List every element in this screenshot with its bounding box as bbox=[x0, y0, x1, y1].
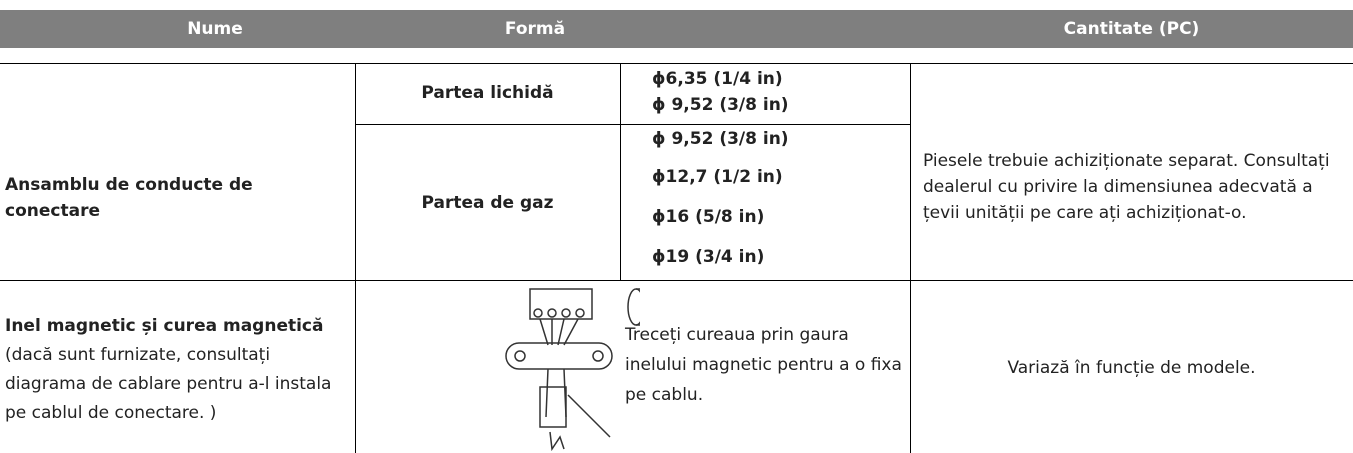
row-note: (dacă sunt furnizate, consultați diagram… bbox=[5, 345, 332, 423]
sub-label: Partea lichidă bbox=[421, 83, 554, 103]
size: ϕ19 (3/4 in) bbox=[652, 247, 765, 267]
header-cell: Formă bbox=[504, 19, 566, 39]
col-border bbox=[355, 63, 356, 453]
size: ϕ12,7 (1/2 in) bbox=[652, 167, 783, 187]
header-cell: Nume bbox=[187, 19, 243, 39]
size: ϕ16 (5/8 in) bbox=[652, 207, 765, 227]
row-border bbox=[0, 63, 1353, 64]
size: ϕ 9,52 (3/8 in) bbox=[652, 129, 789, 149]
header-bar bbox=[0, 10, 1353, 48]
row-name-block: Inel magnetic și curea magnetică (dacă s… bbox=[5, 312, 350, 428]
row-border bbox=[355, 124, 910, 125]
caption: Treceți cureaua prin gaura inelului magn… bbox=[625, 325, 902, 405]
col-border bbox=[620, 63, 621, 280]
row-border bbox=[0, 280, 1353, 281]
header-cell: Cantitate (PC) bbox=[1063, 19, 1200, 39]
quantity: Variază în funcție de modele. bbox=[1007, 358, 1256, 378]
quantity: Piesele trebuie achiziționate separat. C… bbox=[923, 151, 1330, 223]
magnetic-ring-illustration bbox=[505, 288, 640, 452]
size: ϕ 9,52 (3/8 in) bbox=[652, 95, 789, 115]
row-name: Inel magnetic și curea magnetică bbox=[5, 316, 324, 336]
row-name: Ansamblu de conducte de conectare bbox=[5, 175, 253, 221]
sub-label: Partea de gaz bbox=[421, 193, 554, 213]
size: ϕ6,35 (1/4 in) bbox=[652, 69, 783, 89]
col-border bbox=[910, 63, 911, 453]
